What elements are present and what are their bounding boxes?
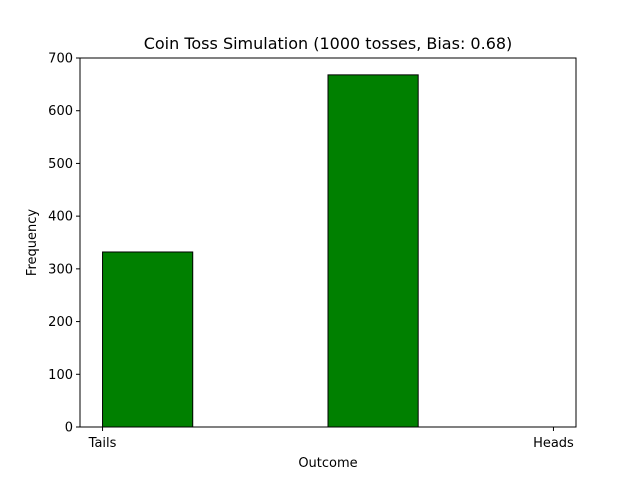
x-axis-label: Outcome [298,456,357,471]
plot-frame [79,57,577,428]
x-tick-label: Tails [88,436,117,451]
y-tick-label: 100 [48,368,73,383]
y-tick-label: 0 [65,421,73,436]
ticks-layer: 0 100 200 300 400 500 600 700 Tails Heads [48,52,574,452]
chart-title: Coin Toss Simulation (1000 tosses, Bias:… [144,34,513,53]
y-tick-label: 500 [48,157,73,172]
y-tick-label: 400 [48,210,73,225]
bar-1 [327,74,419,428]
bars-layer [102,74,419,428]
y-tick-label: 700 [48,52,73,67]
y-tick-label: 200 [48,315,73,330]
y-tick-label: 600 [48,104,73,119]
y-tick-label: 300 [48,262,73,277]
x-tick-label: Heads [533,436,574,451]
bar-0 [102,251,194,428]
y-axis-label: Frequency [25,209,40,276]
